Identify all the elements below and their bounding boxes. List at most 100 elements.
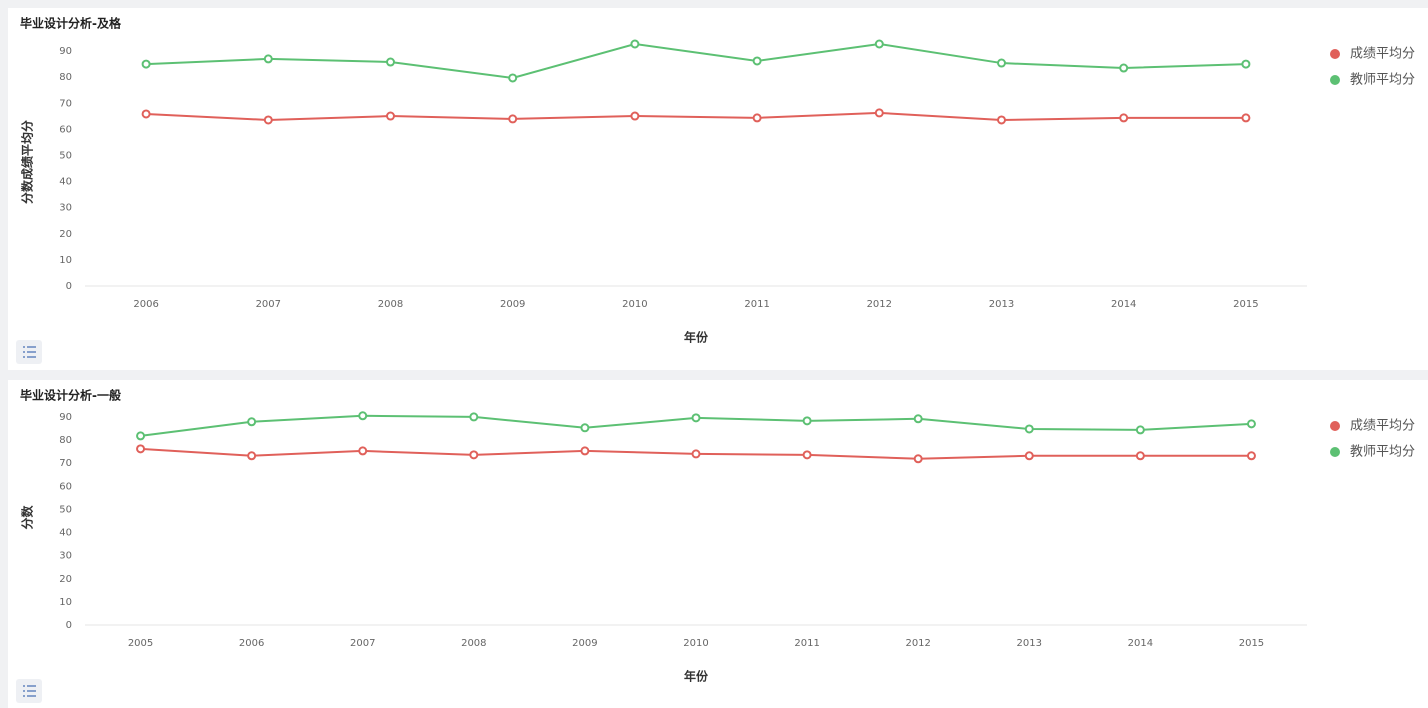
- x-tick-label: 2015: [1239, 638, 1264, 649]
- legend-marker: [1330, 75, 1340, 85]
- legend-marker: [1330, 447, 1340, 457]
- x-tick-label: 2011: [794, 638, 819, 649]
- point: [1024, 424, 1034, 434]
- point: [1246, 451, 1256, 461]
- point: [141, 59, 151, 69]
- chart-title: 毕业设计分析-一般: [20, 388, 121, 403]
- legend-label: 教师平均分: [1350, 72, 1415, 88]
- y-axis-label: 分数成绩平均分: [20, 120, 35, 204]
- point: [508, 114, 518, 124]
- chart-title: 毕业设计分析-及格: [20, 16, 122, 31]
- point: [752, 56, 762, 66]
- point: [580, 423, 590, 433]
- y-tick-label: 80: [59, 435, 72, 446]
- x-tick-label: 2014: [1128, 638, 1153, 649]
- point: [358, 446, 368, 456]
- point: [1241, 59, 1251, 69]
- y-tick-label: 60: [59, 124, 72, 135]
- point: [508, 73, 518, 83]
- x-tick-label: 2009: [500, 299, 525, 310]
- point: [802, 416, 812, 426]
- y-tick-label: 30: [59, 551, 72, 562]
- y-tick-label: 20: [59, 574, 72, 585]
- y-tick-label: 60: [59, 481, 72, 492]
- y-tick-label: 70: [59, 98, 72, 109]
- series-line: [146, 111, 1246, 121]
- point: [874, 39, 884, 49]
- point: [263, 115, 273, 125]
- x-tick-label: 2006: [239, 638, 264, 649]
- x-tick-label: 2010: [683, 638, 708, 649]
- y-tick-label: 20: [59, 229, 72, 240]
- list-icon[interactable]: [16, 340, 42, 364]
- y-tick-label: 70: [59, 458, 72, 469]
- point: [630, 39, 640, 49]
- point: [358, 411, 368, 421]
- x-axis-label: 年份: [684, 669, 709, 684]
- legend-label: 成绩平均分: [1350, 47, 1415, 62]
- point: [263, 54, 273, 64]
- list-icon[interactable]: [16, 679, 42, 703]
- point: [874, 108, 884, 118]
- point: [1024, 451, 1034, 461]
- y-tick-label: 50: [59, 504, 72, 515]
- x-tick-label: 2008: [378, 299, 403, 310]
- x-tick-label: 2012: [905, 638, 930, 649]
- x-axis-label: 年份: [684, 330, 709, 345]
- point: [247, 451, 257, 461]
- x-tick-label: 2011: [744, 299, 769, 310]
- x-tick-label: 2008: [461, 638, 486, 649]
- y-tick-label: 40: [59, 528, 72, 539]
- y-tick-label: 10: [59, 597, 72, 608]
- x-tick-label: 2007: [256, 299, 281, 310]
- legend-label: 成绩平均分: [1350, 419, 1415, 434]
- point: [630, 111, 640, 121]
- point: [141, 109, 151, 119]
- point: [1119, 63, 1129, 73]
- point: [913, 414, 923, 424]
- point: [752, 113, 762, 123]
- x-tick-label: 2015: [1233, 299, 1258, 310]
- point: [469, 450, 479, 460]
- y-tick-label: 0: [66, 281, 72, 292]
- point: [386, 111, 395, 121]
- x-tick-label: 2009: [572, 638, 597, 649]
- point: [913, 454, 923, 464]
- point: [1119, 113, 1129, 123]
- point: [997, 58, 1006, 68]
- y-tick-label: 10: [59, 255, 72, 266]
- y-axis-label: 分数: [20, 505, 35, 530]
- x-tick-label: 2007: [350, 638, 375, 649]
- point: [1135, 425, 1145, 435]
- legend-label: 教师平均分: [1350, 444, 1415, 460]
- y-tick-label: 40: [59, 177, 72, 188]
- x-tick-label: 2013: [989, 299, 1014, 310]
- y-tick-label: 50: [59, 150, 72, 161]
- x-tick-label: 2005: [128, 638, 153, 649]
- point: [136, 431, 146, 441]
- y-tick-label: 90: [59, 412, 72, 423]
- x-tick-label: 2014: [1111, 299, 1136, 310]
- point: [469, 412, 479, 422]
- x-tick-label: 2006: [133, 299, 158, 310]
- point: [386, 57, 395, 67]
- point: [1241, 113, 1251, 123]
- y-tick-label: 80: [59, 72, 72, 83]
- point: [802, 450, 812, 460]
- point: [1135, 451, 1145, 461]
- point: [247, 417, 257, 427]
- point: [580, 446, 590, 456]
- panel: [8, 8, 1428, 370]
- point: [691, 413, 701, 423]
- y-tick-label: 30: [59, 203, 72, 214]
- legend-marker: [1330, 49, 1340, 59]
- point: [997, 115, 1006, 125]
- point: [691, 449, 701, 459]
- series-line: [146, 42, 1246, 79]
- x-tick-label: 2013: [1017, 638, 1042, 649]
- panel: [8, 380, 1428, 708]
- point: [1246, 419, 1256, 429]
- y-tick-label: 0: [66, 620, 72, 631]
- y-tick-label: 90: [59, 46, 72, 57]
- x-tick-label: 2010: [622, 299, 647, 310]
